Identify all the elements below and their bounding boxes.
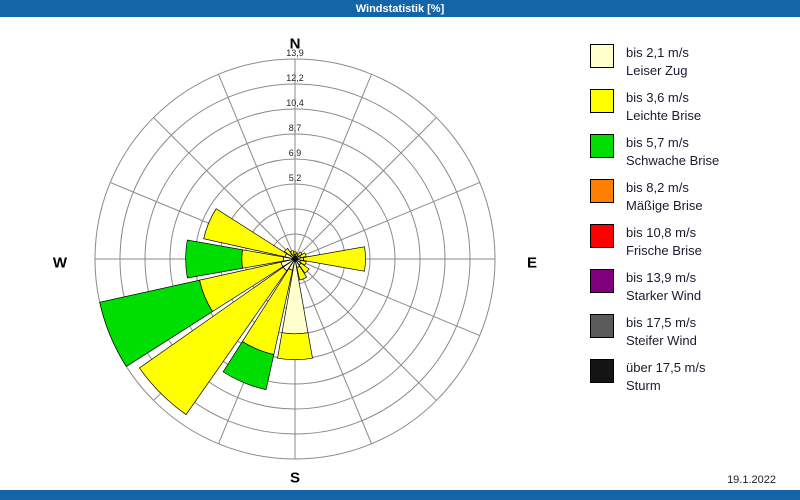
svg-text:5,2: 5,2	[289, 173, 302, 183]
legend-speed: bis 13,9 m/s	[626, 270, 697, 285]
compass-south-label: S	[289, 469, 301, 487]
legend-desc: Schwache Brise	[626, 153, 720, 168]
legend-speed: bis 8,2 m/s	[626, 180, 689, 195]
legend: bis 2,1 m/s Leiser Zug bis 3,6 m/s Leich…	[590, 44, 719, 395]
legend-item: über 17,5 m/s Sturm	[590, 359, 719, 395]
legend-desc: Leichte Brise	[626, 108, 702, 123]
compass-north-label: N	[289, 35, 301, 53]
legend-desc: Frische Brise	[626, 243, 702, 258]
svg-text:12,2: 12,2	[286, 73, 304, 83]
legend-item: bis 2,1 m/s Leiser Zug	[590, 44, 719, 80]
date-label: 19.1.2022	[727, 474, 776, 486]
legend-item: bis 10,8 m/s Frische Brise	[590, 224, 719, 260]
svg-text:6,9: 6,9	[289, 148, 302, 158]
legend-swatch	[590, 134, 614, 158]
window-title: Windstatistik [%]	[355, 2, 445, 15]
svg-text:13,9: 13,9	[286, 48, 304, 58]
legend-swatch	[590, 314, 614, 338]
legend-speed: bis 17,5 m/s	[626, 315, 697, 330]
legend-swatch	[590, 269, 614, 293]
compass-west-label: W	[52, 254, 68, 272]
legend-desc: Leiser Zug	[626, 63, 688, 78]
svg-text:8,7: 8,7	[289, 123, 302, 133]
legend-speed: über 17,5 m/s	[626, 360, 706, 375]
title-bar: Windstatistik [%]	[0, 0, 800, 17]
bottom-bar	[0, 490, 800, 500]
legend-swatch	[590, 359, 614, 383]
legend-speed: bis 5,7 m/s	[626, 135, 689, 150]
legend-item: bis 17,5 m/s Steifer Wind	[590, 314, 719, 350]
legend-swatch	[590, 179, 614, 203]
legend-swatch	[590, 89, 614, 113]
legend-swatch	[590, 44, 614, 68]
legend-speed: bis 3,6 m/s	[626, 90, 689, 105]
svg-text:10,4: 10,4	[286, 98, 304, 108]
legend-item: bis 13,9 m/s Starker Wind	[590, 269, 719, 305]
legend-desc: Starker Wind	[626, 288, 702, 303]
legend-item: bis 8,2 m/s Mäßige Brise	[590, 179, 719, 215]
compass-east-label: E	[526, 254, 538, 272]
legend-item: bis 5,7 m/s Schwache Brise	[590, 134, 719, 170]
legend-item: bis 3,6 m/s Leichte Brise	[590, 89, 719, 125]
legend-speed: bis 10,8 m/s	[626, 225, 697, 240]
legend-desc: Steifer Wind	[626, 333, 697, 348]
wind-rose-chart: 5,2 6,9 8,7 10,4 12,2 13,9	[0, 17, 560, 490]
wind-rose-svg: 5,2 6,9 8,7 10,4 12,2 13,9	[94, 48, 496, 460]
legend-desc: Sturm	[626, 378, 661, 393]
legend-desc: Mäßige Brise	[626, 198, 703, 213]
legend-speed: bis 2,1 m/s	[626, 45, 689, 60]
legend-swatch	[590, 224, 614, 248]
